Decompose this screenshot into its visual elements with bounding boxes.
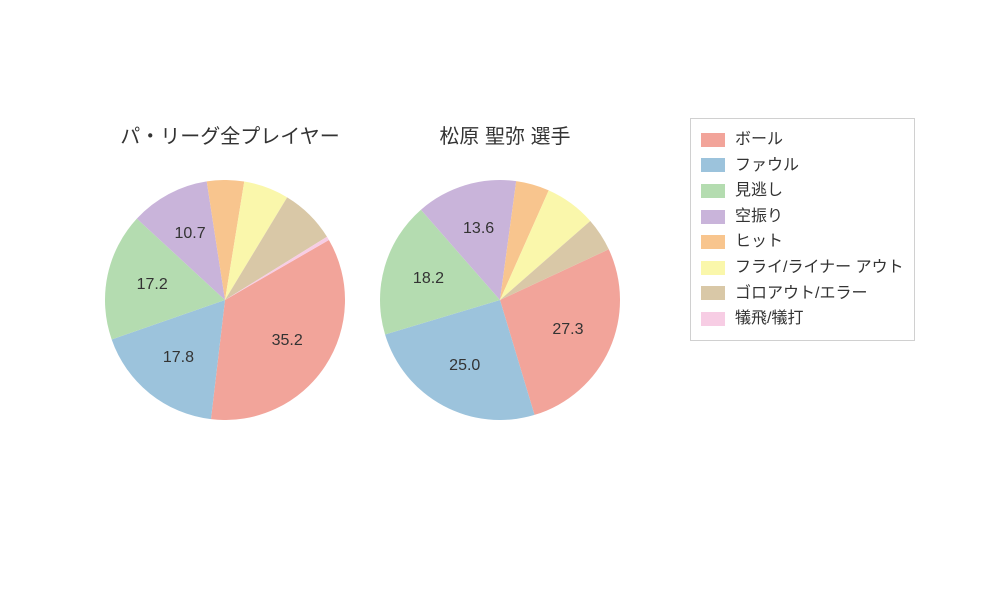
legend-label-ground_out: ゴロアウト/エラー bbox=[735, 281, 867, 307]
legend-item-sac: 犠飛/犠打 bbox=[701, 306, 904, 332]
legend-item-hit: ヒット bbox=[701, 229, 904, 255]
legend-item-swing_miss: 空振り bbox=[701, 204, 904, 230]
legend-label-ball: ボール bbox=[735, 127, 783, 153]
legend-item-looking: 見逃し bbox=[701, 178, 904, 204]
pie-label-player-looking: 18.2 bbox=[413, 270, 444, 288]
pie-svg-league bbox=[105, 180, 345, 420]
legend-item-ground_out: ゴロアウト/エラー bbox=[701, 281, 904, 307]
figure-stage: パ・リーグ全プレイヤー 35.2 17.8 17.2 10.7 松原 聖弥 選手 27.3 2… bbox=[0, 0, 1000, 600]
pie-svg-player bbox=[380, 180, 620, 420]
legend-label-foul: ファウル bbox=[735, 153, 799, 179]
legend-swatch-swing_miss bbox=[701, 210, 725, 224]
legend-swatch-sac bbox=[701, 312, 725, 326]
legend-label-looking: 見逃し bbox=[735, 178, 783, 204]
pie-label-player-swing_miss: 13.6 bbox=[463, 220, 494, 238]
pie-player bbox=[380, 180, 620, 420]
pie-label-player-ball: 27.3 bbox=[552, 321, 583, 339]
legend-label-sac: 犠飛/犠打 bbox=[735, 306, 803, 332]
pie-label-league-ball: 35.2 bbox=[272, 332, 303, 350]
pie-label-player-foul: 25.0 bbox=[449, 357, 480, 375]
pie-title-league: パ・リーグ全プレイヤー bbox=[100, 120, 360, 149]
legend-swatch-ground_out bbox=[701, 286, 725, 300]
legend-label-fly_out: フライ/ライナー アウト bbox=[735, 255, 904, 281]
pie-title-player: 松原 聖弥 選手 bbox=[385, 120, 625, 149]
legend-swatch-foul bbox=[701, 158, 725, 172]
legend-swatch-ball bbox=[701, 133, 725, 147]
legend-label-swing_miss: 空振り bbox=[735, 204, 783, 230]
legend-item-ball: ボール bbox=[701, 127, 904, 153]
legend-swatch-fly_out bbox=[701, 261, 725, 275]
pie-league bbox=[105, 180, 345, 420]
legend-swatch-looking bbox=[701, 184, 725, 198]
pie-label-league-looking: 17.2 bbox=[137, 276, 168, 294]
legend-item-fly_out: フライ/ライナー アウト bbox=[701, 255, 904, 281]
pie-label-league-swing_miss: 10.7 bbox=[174, 225, 205, 243]
pie-label-league-foul: 17.8 bbox=[163, 349, 194, 367]
legend-swatch-hit bbox=[701, 235, 725, 249]
legend: ボールファウル見逃し空振りヒットフライ/ライナー アウトゴロアウト/エラー犠飛/… bbox=[690, 118, 915, 341]
legend-item-foul: ファウル bbox=[701, 153, 904, 179]
legend-label-hit: ヒット bbox=[735, 229, 783, 255]
